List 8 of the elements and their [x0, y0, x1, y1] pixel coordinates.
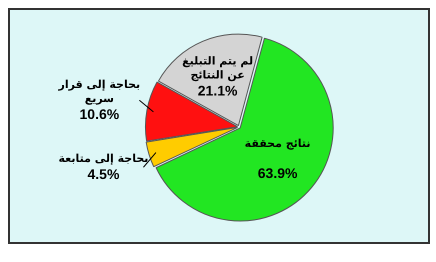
slice-label: نتائج محققة	[244, 137, 311, 150]
data-label: 63.9%	[258, 165, 298, 182]
slice-label: بحاجة إلى متابعة	[58, 152, 148, 166]
slice-label: لم يتم التبليغ عن النتائج	[182, 54, 254, 82]
data-label: 21.1%	[198, 82, 238, 98]
slice-label: بحاجة إلى قرار سريع	[58, 78, 140, 106]
data-label: 4.5%	[87, 166, 120, 182]
data-label: 10.6%	[80, 106, 120, 122]
